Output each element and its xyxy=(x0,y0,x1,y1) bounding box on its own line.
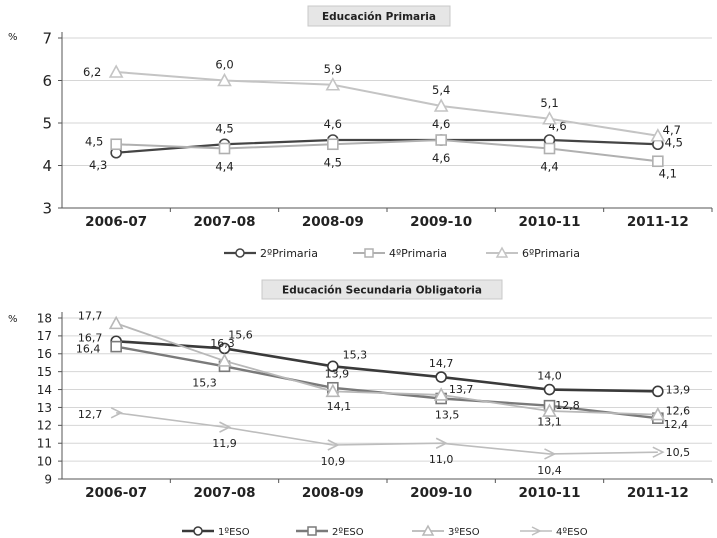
x-tick-label: 2008-09 xyxy=(302,214,364,230)
y-tick-label: 10 xyxy=(37,454,52,468)
data-point xyxy=(545,385,555,395)
data-label: 4,5 xyxy=(665,135,683,149)
y-tick-label: 15 xyxy=(37,365,52,379)
y-tick-label: 18 xyxy=(37,311,52,325)
primaria-chart: Educación Primaria% 3 4 5 6 7 2006-07 2007-08 20… xyxy=(8,6,712,260)
data-label: 4,1 xyxy=(659,166,677,180)
y-axis-unit: % xyxy=(8,32,18,43)
data-label: 4,7 xyxy=(663,123,681,137)
y-tick-label: 5 xyxy=(42,114,52,132)
data-label: 4,3 xyxy=(89,158,107,172)
data-label: 12,7 xyxy=(78,408,103,421)
y-tick-label: 3 xyxy=(42,199,52,217)
data-label: 10,9 xyxy=(321,455,346,468)
series-line-2 xyxy=(116,140,658,161)
data-label: 16,4 xyxy=(76,343,101,356)
data-label: 5,4 xyxy=(432,83,450,97)
data-label: 13,9 xyxy=(666,383,691,396)
data-label: 15,3 xyxy=(343,348,368,361)
data-label: 11,9 xyxy=(212,437,237,450)
x-tick-label: 2006-07 xyxy=(85,214,147,230)
data-label: 11,0 xyxy=(429,453,454,466)
data-point xyxy=(110,317,122,328)
data-label: 13,5 xyxy=(435,409,460,422)
legend-label: 6ºPrimaria xyxy=(522,247,580,260)
x-tick-label: 2009-10 xyxy=(410,214,472,230)
legend-marker xyxy=(236,249,244,257)
legend-label: 2ºPrimaria xyxy=(260,247,318,260)
y-tick-label: 11 xyxy=(37,437,52,451)
legend-label: 4ºESO xyxy=(556,527,588,538)
data-label: 13,9 xyxy=(325,367,350,380)
data-label: 16,3 xyxy=(210,337,235,350)
y-tick-label: 14 xyxy=(37,383,52,397)
data-label: 14,1 xyxy=(327,400,352,413)
data-point xyxy=(111,139,121,149)
data-label: 10,5 xyxy=(666,446,691,459)
data-point xyxy=(653,386,663,396)
series-line-4 xyxy=(116,413,658,454)
data-point xyxy=(219,355,231,366)
x-tick-label: 2009-10 xyxy=(410,485,472,501)
y-tick-label: 16 xyxy=(37,347,52,361)
data-label: 17,7 xyxy=(78,309,103,322)
data-label: 6,2 xyxy=(83,65,101,79)
y-axis-unit: % xyxy=(8,314,18,325)
x-tick-label: 2011-12 xyxy=(627,214,689,230)
data-label: 13,1 xyxy=(537,416,562,429)
data-point xyxy=(653,156,663,166)
chart-title: Educación Secundaria Obligatoria xyxy=(282,285,482,297)
y-tick-label: 12 xyxy=(37,419,52,433)
legend-marker xyxy=(194,527,202,535)
data-label: 4,6 xyxy=(432,151,450,165)
x-tick-label: 2008-09 xyxy=(302,485,364,501)
data-label: 12,8 xyxy=(555,399,580,412)
x-tick-label: 2006-07 xyxy=(85,485,147,501)
data-label: 4,6 xyxy=(324,117,342,131)
data-label: 5,9 xyxy=(324,62,342,76)
data-label: 4,4 xyxy=(540,160,558,174)
legend-marker xyxy=(365,249,373,257)
data-label: 14,7 xyxy=(429,357,454,370)
data-label: 13,7 xyxy=(449,383,474,396)
data-point xyxy=(220,144,230,154)
legend-label: 1ºESO xyxy=(218,527,250,538)
legend-label: 4ºPrimaria xyxy=(389,247,447,260)
data-label: 12,6 xyxy=(666,405,691,418)
data-label: 4,5 xyxy=(324,155,342,169)
data-label: 4,6 xyxy=(432,117,450,131)
x-tick-label: 2010-11 xyxy=(519,485,581,501)
y-tick-label: 7 xyxy=(42,29,52,47)
legend-label: 2ºESO xyxy=(332,527,364,538)
x-tick-label: 2007-08 xyxy=(194,214,256,230)
x-tick-label: 2011-12 xyxy=(627,485,689,501)
data-point xyxy=(111,342,121,352)
y-tick-label: 6 xyxy=(42,72,52,90)
x-tick-label: 2007-08 xyxy=(194,485,256,501)
data-label: 12,4 xyxy=(664,418,689,431)
data-label: 4,5 xyxy=(85,134,103,148)
data-label: 15,3 xyxy=(192,376,217,389)
series-line-3 xyxy=(116,72,658,136)
legend-label: 3ºESO xyxy=(448,527,480,538)
data-label: 6,0 xyxy=(215,58,233,72)
data-point xyxy=(545,144,555,154)
y-tick-label: 9 xyxy=(44,472,52,486)
data-label: 4,5 xyxy=(215,121,233,135)
y-tick-label: 17 xyxy=(37,329,52,343)
y-tick-label: 13 xyxy=(37,401,52,415)
x-tick-label: 2010-11 xyxy=(519,214,581,230)
secundaria-chart: Educación Secundaria Obligatoria% 9 10 11 12… xyxy=(8,280,712,538)
data-label: 4,4 xyxy=(215,160,233,174)
y-tick-label: 4 xyxy=(42,157,52,175)
data-label: 14,0 xyxy=(537,370,562,383)
data-label: 10,4 xyxy=(537,464,562,477)
data-point xyxy=(436,135,446,145)
data-point xyxy=(436,372,446,382)
chart-title: Educación Primaria xyxy=(322,11,436,23)
data-point xyxy=(328,139,338,149)
legend-marker xyxy=(308,527,316,535)
data-label: 5,1 xyxy=(540,96,558,110)
